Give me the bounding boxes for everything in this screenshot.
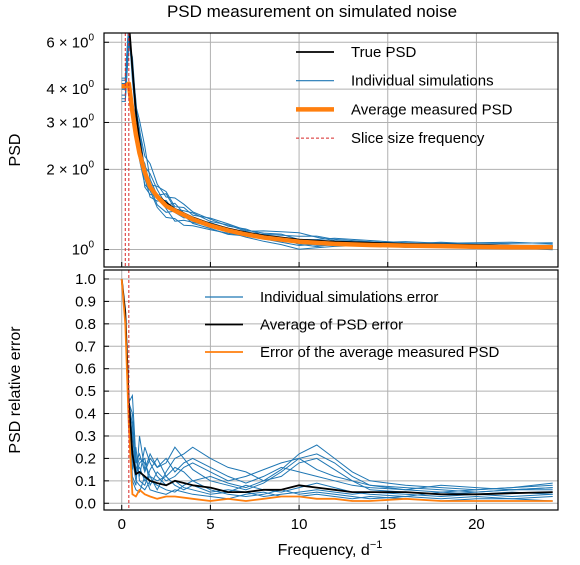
y-tick-label: 0.4 — [75, 406, 96, 423]
individual-simulation-error-line — [121, 278, 553, 491]
y-tick-label: 1.0 — [75, 271, 96, 288]
legend-label: Average measured PSD — [351, 101, 513, 118]
y-tick-exponent: 0 — [88, 240, 94, 251]
chart-title: PSD measurement on simulated noise — [167, 2, 457, 21]
y-tick-exponent: 0 — [88, 112, 94, 123]
plot-area — [121, 33, 553, 267]
legend-label: Slice size frequency — [351, 130, 485, 147]
y-tick-label: 0.7 — [75, 338, 96, 355]
y-tick-exponent: 0 — [88, 159, 94, 170]
legend-label: Individual simulations — [351, 73, 494, 90]
y-tick-label: 100 — [72, 240, 95, 259]
y-tick-label: 6 × 100 — [46, 32, 94, 51]
bottom-series — [120, 270, 553, 510]
y-tick-label: 0.3 — [75, 428, 96, 445]
x-axis-label-sup: −1 — [370, 539, 383, 551]
y-tick-label: 2 × 100 — [46, 159, 94, 178]
bottom-legend: Individual simulations error Average of P… — [205, 289, 499, 361]
legend-label: Error of the average measured PSD — [260, 344, 499, 361]
individual-simulation-error-line — [121, 278, 553, 502]
legend-label: True PSD — [351, 44, 416, 61]
y-tick-label: 0.9 — [75, 293, 96, 310]
y-tick-exponent: 0 — [88, 79, 94, 90]
y-tick-label: 3 × 100 — [46, 112, 94, 131]
x-axis-label-text: Frequency, d — [278, 542, 370, 559]
bottom-panel-frame — [103, 269, 559, 511]
top-series — [121, 33, 553, 267]
top-legend: True PSD Individual simulations Average me… — [296, 44, 513, 147]
legend-label: Average of PSD error — [260, 317, 403, 334]
legend-label: Individual simulations error — [260, 289, 438, 306]
plot-area — [120, 270, 553, 510]
y-tick-label: 0.0 — [75, 495, 96, 512]
top-ylabel: PSD — [7, 134, 24, 167]
y-tick-label: 0.8 — [75, 316, 96, 333]
x-tick-label: 15 — [379, 516, 396, 533]
individual-simulation-error-line — [121, 278, 553, 491]
y-tick-label: 0.6 — [75, 361, 96, 378]
top-panel-frame — [103, 32, 559, 268]
bottom-panel: 0 5 10 15 20 0.0 0.1 0.2 0.3 0.4 0.5 0.6 0.7 0.8 0.9 1.… — [7, 269, 559, 559]
y-tick-label: 0.2 — [75, 450, 96, 467]
individual-simulation-error-line — [121, 278, 553, 498]
y-tick-label: 0.5 — [75, 383, 96, 400]
true-psd-line — [128, 33, 553, 247]
top-tick-labels: 100 2 × 100 3 × 100 4 × 100 6 × 100 — [46, 32, 477, 267]
individual-simulation-error-line — [121, 278, 553, 498]
y-tick-label: 0.1 — [75, 473, 96, 490]
x-tick-label: 20 — [468, 516, 485, 533]
top-gridlines — [104, 33, 558, 267]
average-measured-psd-line — [121, 81, 553, 250]
error-of-the-average-measured-psd-line — [120, 278, 553, 502]
x-tick-label: 0 — [118, 516, 126, 533]
x-tick-label: 10 — [291, 516, 308, 533]
x-tick-label: 5 — [206, 516, 214, 533]
bottom-ylabel: PSD relative error — [7, 326, 24, 454]
x-axis-label: Frequency, d−1 — [278, 539, 383, 559]
average-of-psd-error-line — [120, 278, 553, 496]
bottom-tick-labels: 0 5 10 15 20 0.0 0.1 0.2 0.3 0.4 0.5 0.6 0.7 0.8 0.9 1.… — [75, 271, 485, 533]
top-panel: 100 2 × 100 3 × 100 4 × 100 6 × 100 PSD — [7, 32, 559, 268]
y-tick-exponent: 0 — [88, 32, 94, 43]
bottom-gridlines — [104, 270, 558, 510]
y-tick-label: 4 × 100 — [46, 79, 94, 98]
